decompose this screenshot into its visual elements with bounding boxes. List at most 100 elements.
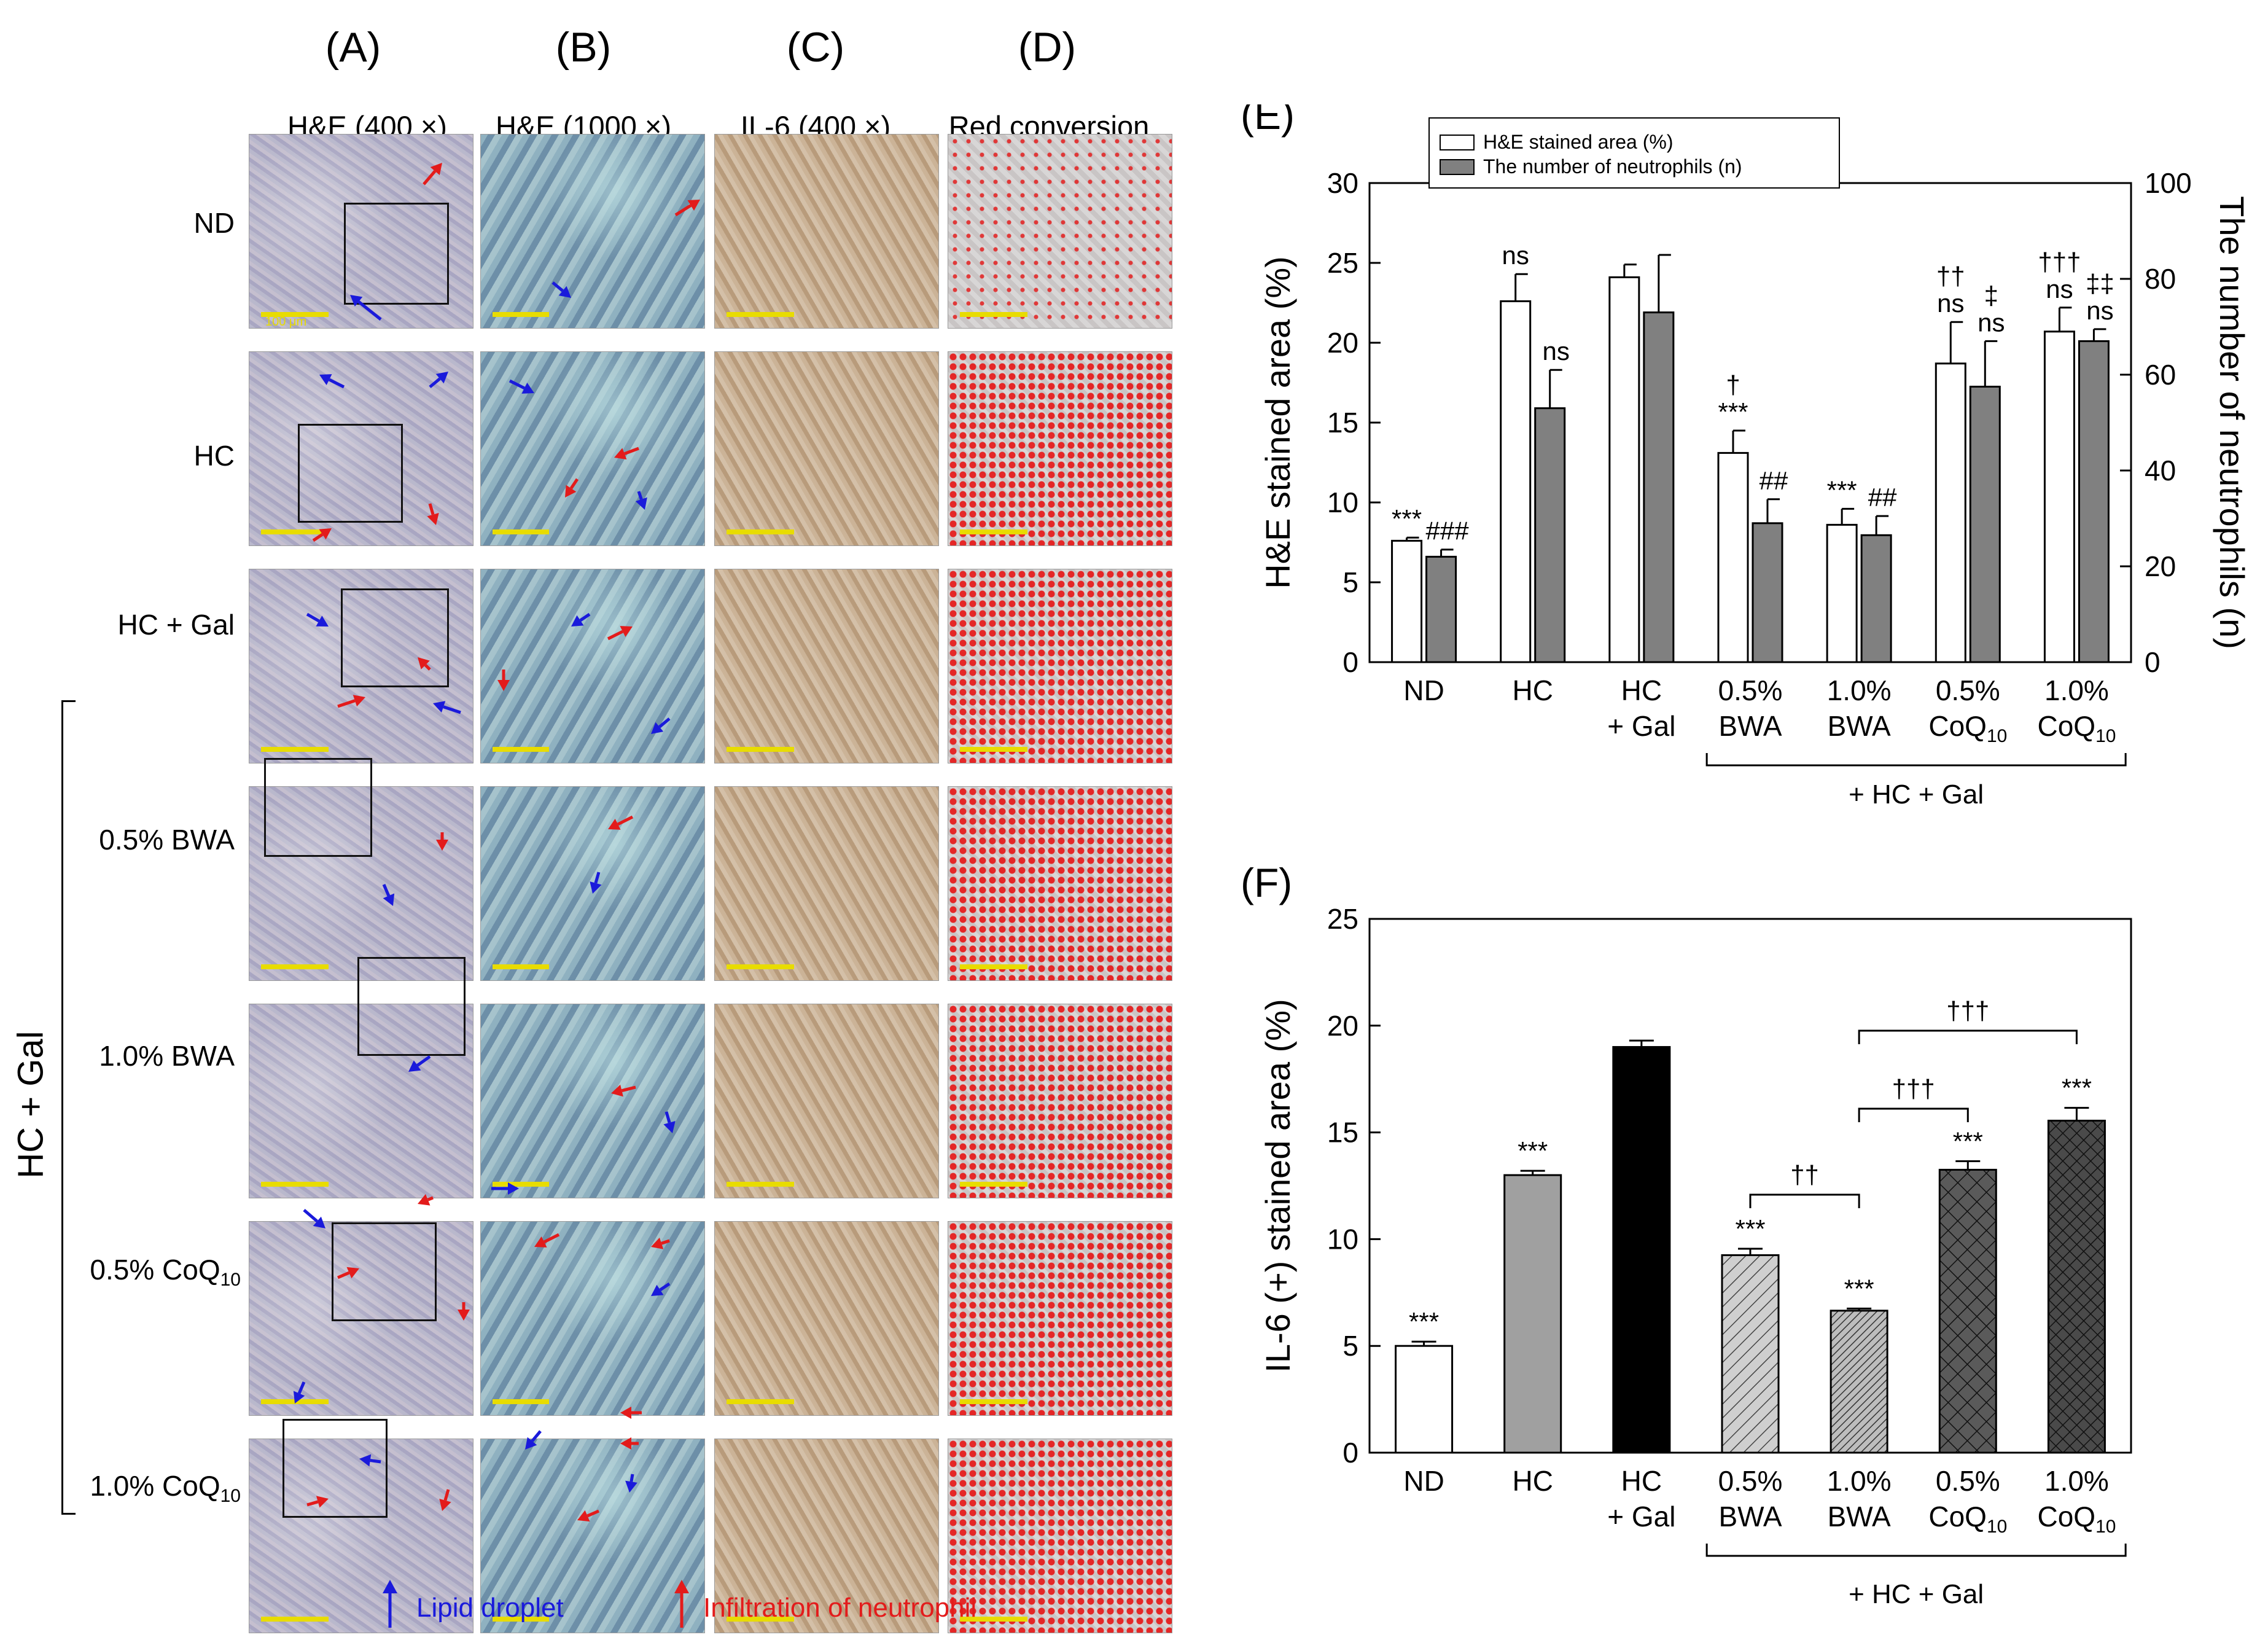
micrograph-tile (480, 1004, 705, 1198)
lipid-arrow-icon (303, 1209, 325, 1228)
category-label: ND (1403, 1465, 1444, 1497)
lipid-arrow-icon (382, 884, 395, 906)
scale-bar (727, 1399, 794, 1404)
micrograph-tile (714, 1004, 939, 1198)
scale-bar (261, 747, 329, 752)
panel-a-title: (A) (325, 24, 381, 71)
significance-label: ns (1502, 241, 1529, 270)
category-label: CoQ10 (1928, 710, 2007, 746)
significance-label: ‡‡ (2086, 269, 2114, 298)
comparison-label: ††† (1892, 1074, 1935, 1103)
significance-label: *** (1409, 1307, 1439, 1336)
zoom-region-box (357, 957, 466, 1056)
lipid-arrow-icon (509, 379, 534, 394)
scale-bar (727, 1617, 794, 1622)
lipid-arrow-icon (571, 612, 591, 627)
neutrophil-arrow-icon (458, 1302, 470, 1321)
y-tick-label: 0 (1342, 1437, 1358, 1469)
row-label-05-coq10: 0.5% CoQ10 (90, 1254, 241, 1291)
category-label: 0.5% (1936, 1465, 2000, 1497)
legend-box (1428, 117, 1840, 189)
lipid-arrow-icon (319, 374, 345, 389)
neutrophil-arrowhead-icon (674, 1580, 689, 1593)
scale-bar (960, 964, 1027, 969)
significance-label: †† (1936, 262, 1965, 291)
y2-tick-label: 60 (2145, 359, 2176, 391)
micrograph-tile (714, 1221, 939, 1416)
y-tick-label: 0 (1342, 646, 1358, 678)
category-label: 1.0% (2044, 674, 2109, 706)
micrograph-tile (480, 1439, 705, 1633)
significance-label: ### (1426, 517, 1470, 545)
row-label-nd: ND (193, 207, 235, 239)
y-tick-label: 10 (1327, 486, 1358, 518)
bar-neutrophils (1969, 386, 2001, 663)
significance-label: ‡ (1984, 281, 1998, 310)
micrograph-tile (249, 351, 473, 546)
micrograph-tile (948, 351, 1172, 546)
significance-label: *** (1718, 397, 1748, 426)
arrow-legend: Lipid droplet Infiltration of neutrophil (383, 1580, 976, 1628)
y-tick-label: 5 (1342, 566, 1358, 598)
lipid-arrow-icon (590, 872, 602, 894)
scale-bar (727, 964, 794, 969)
y-tick-label: 20 (1327, 1010, 1358, 1042)
significance-label: ## (1868, 483, 1897, 512)
scale-bar (261, 529, 329, 534)
scale-bar (727, 1182, 794, 1187)
y-tick-label: 25 (1327, 247, 1358, 279)
lipid-arrow-icon (293, 1381, 306, 1404)
significance-label: *** (1844, 1274, 1874, 1303)
panel-b-title: (B) (555, 24, 612, 71)
bar-neutrophils (2078, 340, 2110, 663)
row-label-05-bwa: 0.5% BWA (99, 824, 235, 856)
category-label: BWA (1828, 710, 1891, 742)
lipid-arrow-icon (429, 372, 448, 388)
lipid-arrow-icon (625, 1474, 637, 1493)
scale-bar (960, 1617, 1027, 1622)
y2-tick-label: 80 (2145, 263, 2176, 295)
bar-he-area (1717, 451, 1749, 663)
category-label: ND (1403, 674, 1444, 706)
significance-label: *** (1827, 475, 1857, 504)
category-label: CoQ10 (2038, 710, 2116, 746)
category-label: + Gal (1607, 710, 1675, 742)
neutrophil-arrow-icon (439, 1489, 451, 1511)
significance-label: ns (2086, 296, 2113, 325)
legend-label: H&E stained area (%) (1483, 131, 1673, 153)
neutrophil-arrow-icon (620, 1437, 639, 1450)
bar-il6 (1938, 1168, 1997, 1454)
chart-e: (E) 0 5 10 15 20 25 30 0 20 40 60 80 100 H&E stained a… (1241, 104, 2251, 810)
neutrophil-arrow-icon (418, 1194, 434, 1206)
scale-bar (960, 312, 1027, 317)
y2-tick-label: 40 (2145, 455, 2176, 486)
y-axis-label: H&E stained area (%) (1258, 256, 1297, 589)
category-label: HC (1621, 1465, 1662, 1497)
zoom-region-box (332, 1222, 437, 1321)
y-axis-label: IL-6 (+) stained area (%) (1258, 999, 1297, 1372)
category-label: CoQ10 (2038, 1501, 2116, 1537)
neutrophil-arrow-icon (337, 1267, 359, 1279)
scale-bar (727, 529, 794, 534)
lipid-arrow-icon (635, 491, 647, 510)
tile-arrows (293, 163, 700, 1522)
bar-neutrophils (1643, 311, 1675, 663)
lipid-arrow-icon (551, 281, 571, 298)
neutrophil-arrow-icon (436, 832, 448, 851)
lipid-arrow-icon (408, 1055, 431, 1072)
bar-he-area (1935, 362, 1966, 663)
y-tick-label: 10 (1327, 1223, 1358, 1255)
y2-tick-label: 20 (2145, 550, 2176, 582)
scale-bar (493, 529, 549, 534)
category-label: 0.5% (1718, 674, 1783, 706)
y2-axis-label: The number of neutrophils (n) (2213, 196, 2251, 649)
row-label-10-bwa: 1.0% BWA (99, 1040, 235, 1072)
bar-il6 (2047, 1119, 2106, 1454)
neutrophil-arrow-icon (611, 1084, 636, 1097)
scale-bar (493, 964, 549, 969)
neutrophil-arrow-icon (427, 503, 439, 525)
legend-label: The number of neutrophils (n) (1483, 155, 1742, 178)
lipid-arrow-icon (491, 1182, 519, 1195)
micrograph-tile (714, 569, 939, 763)
neutrophil-arrow-icon (337, 695, 365, 708)
